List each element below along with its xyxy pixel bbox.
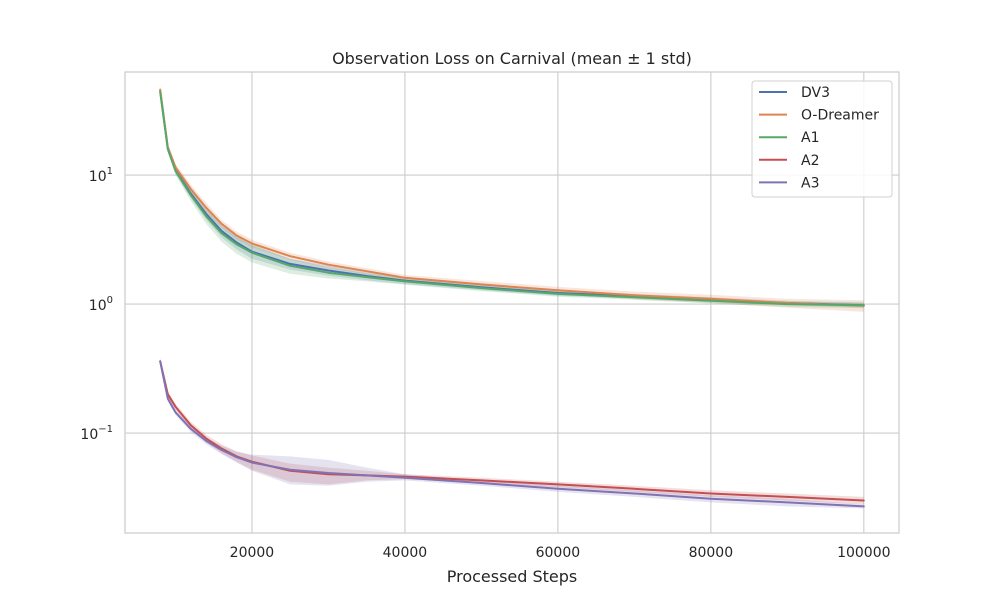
series-line-o-dreamer	[159, 88, 865, 307]
y-tick-label: 101	[89, 166, 113, 185]
legend-box	[751, 80, 893, 198]
legend-item-o-dreamer: O-Dreamer	[759, 108, 879, 124]
chart-title: Observation Loss on Carnival (mean ± 1 s…	[332, 49, 692, 68]
legend-item-a3: A3	[759, 175, 819, 191]
x-tick-label: 80000	[689, 545, 734, 561]
legend-item-a1: A1	[759, 130, 819, 146]
legend-label: A2	[801, 153, 819, 169]
x-tick-label: 40000	[383, 545, 428, 561]
x-tick-label: 100000	[837, 545, 890, 561]
plot-area: 20000 40000 60000 80000 100000 10−1 100 101	[80, 71, 900, 561]
series-line-a2	[159, 360, 865, 502]
legend-item-a2: A2	[759, 153, 819, 169]
series-line-a1	[159, 91, 865, 307]
x-tick-label: 60000	[536, 545, 581, 561]
legend-label: DV3	[801, 85, 830, 101]
x-axis-label: Processed Steps	[447, 567, 578, 586]
legend-label: O-Dreamer	[801, 108, 879, 124]
std-band-a3	[160, 358, 864, 509]
series-line-a3	[159, 360, 865, 508]
legend-label: A1	[801, 130, 819, 146]
plot-frame	[124, 71, 900, 534]
y-tick-label: 100	[89, 295, 113, 314]
legend: DV3 O-Dreamer A1 A2 A3	[751, 80, 893, 198]
y-tick-label: 10−1	[80, 424, 113, 443]
legend-item-dv3: DV3	[759, 85, 830, 101]
x-tick-label: 20000	[230, 545, 275, 561]
legend-label: A3	[801, 175, 819, 191]
